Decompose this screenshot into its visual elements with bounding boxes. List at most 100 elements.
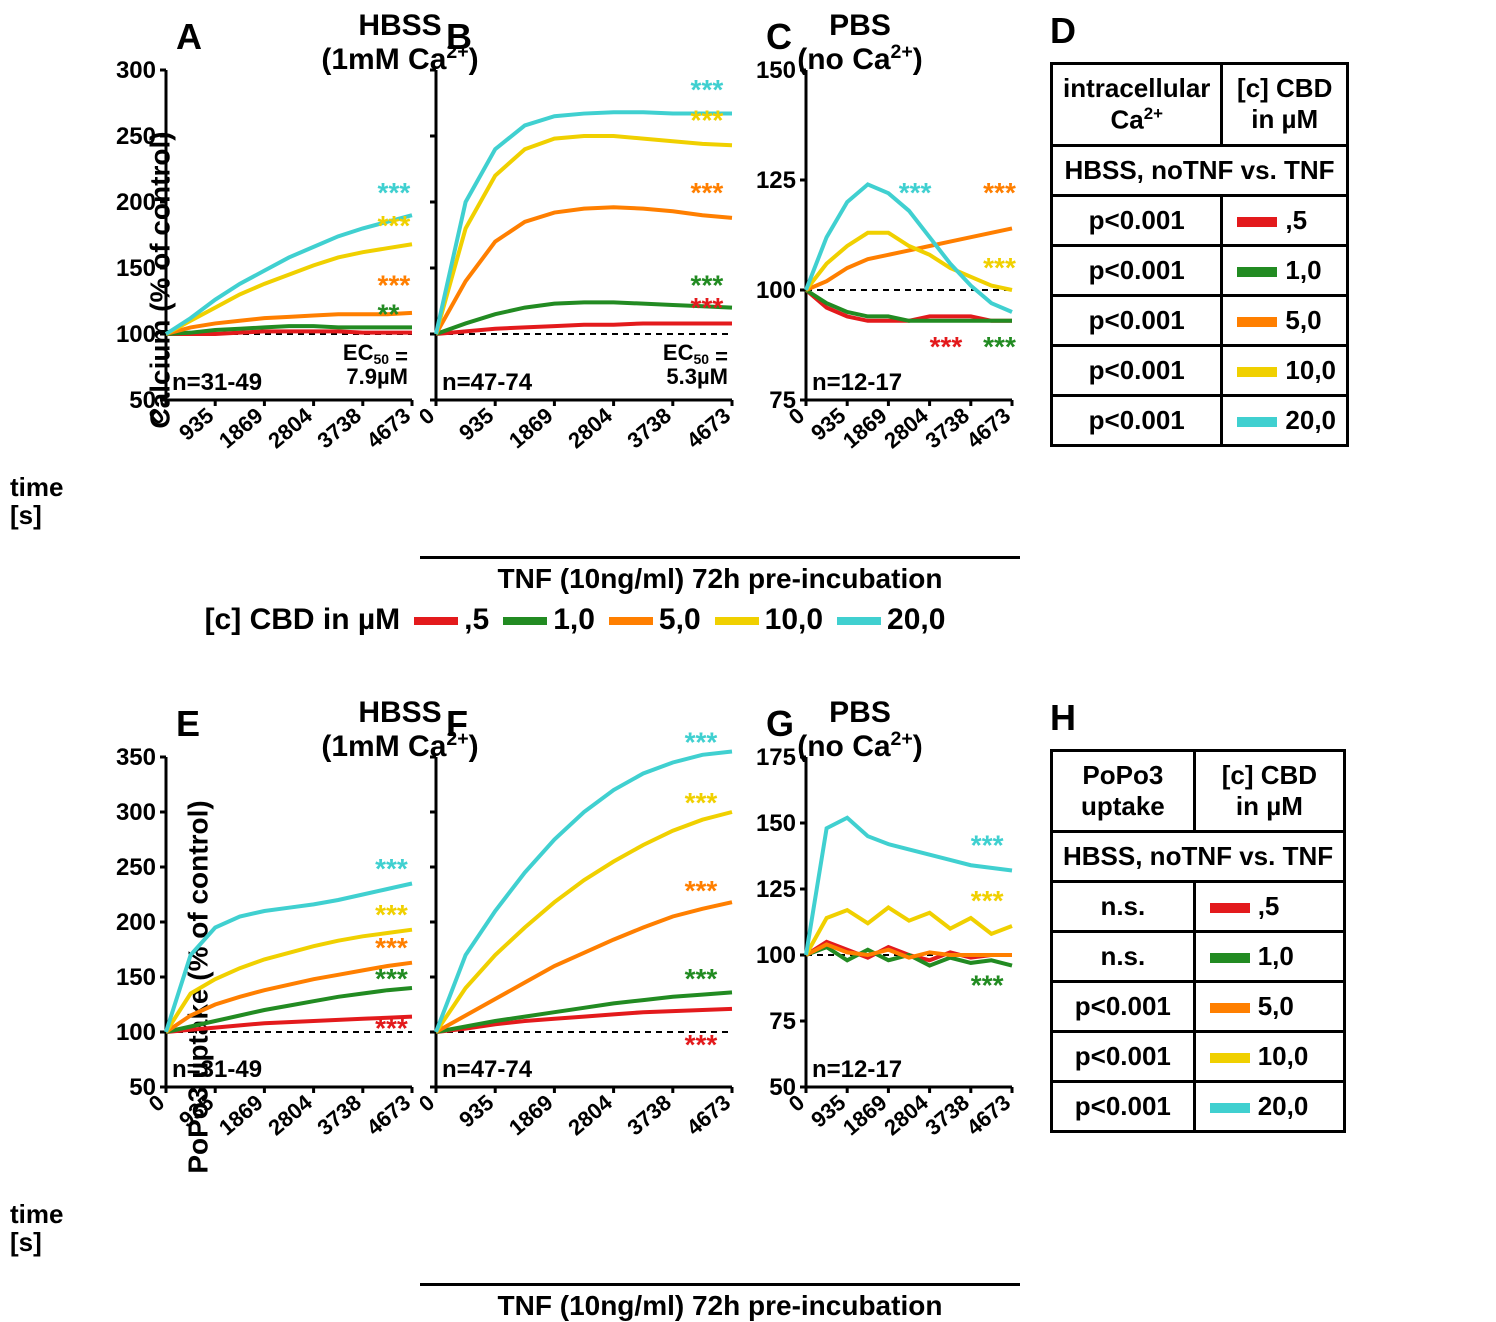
svg-text:2804: 2804 xyxy=(263,1089,317,1140)
panel-letter-C: C xyxy=(766,16,792,58)
svg-text:0: 0 xyxy=(144,1090,169,1117)
svg-text:3738: 3738 xyxy=(312,403,366,454)
svg-text:1869: 1869 xyxy=(838,403,892,454)
panel-letter-H: H xyxy=(1050,697,1346,739)
yaxis-wrap-row2: PoPo3 uptake (% of control) time [s] xyxy=(10,697,100,1277)
svg-text:2804: 2804 xyxy=(263,402,317,453)
svg-text:***: *** xyxy=(691,104,724,135)
panel-letter-G: G xyxy=(766,703,794,745)
time-label: time [s] xyxy=(10,472,63,531)
svg-text:***: *** xyxy=(899,177,932,208)
tnf-bar-row2-wrap: TNF (10ng/ml) 72h pre-incubation xyxy=(420,1283,1020,1322)
panel-G: G 507510012515017509351869280437384673**… xyxy=(740,697,1020,1277)
figure: Calcium (% of control) time [s] HBSS(1mM… xyxy=(10,10,1486,1248)
svg-text:3738: 3738 xyxy=(920,403,974,454)
svg-text:***: *** xyxy=(983,252,1016,283)
panel-B: B 09351869280437384673***************n=4… xyxy=(420,10,740,550)
svg-text:100: 100 xyxy=(756,277,796,304)
svg-text:125: 125 xyxy=(756,167,796,194)
row-popo3: PoPo3 uptake (% of control) time [s] HBS… xyxy=(10,697,1486,1277)
svg-text:935: 935 xyxy=(174,403,218,446)
svg-text:2804: 2804 xyxy=(563,1089,617,1140)
panel-letter-E: E xyxy=(176,703,200,745)
panel-letter-A: A xyxy=(176,16,202,58)
svg-text:1869: 1869 xyxy=(504,1090,558,1141)
table-D: intracellular Ca2+[c] CBD in µMHBSS, noT… xyxy=(1050,62,1349,447)
svg-text:***: *** xyxy=(378,177,411,208)
svg-text:250: 250 xyxy=(116,123,156,150)
svg-text:n=47-74: n=47-74 xyxy=(442,369,533,396)
panel-letter-B: B xyxy=(446,16,472,58)
tnf-label-row1: TNF (10ng/ml) 72h pre-incubation xyxy=(420,563,1020,595)
svg-text:***: *** xyxy=(691,74,724,105)
charts-row2: HBSS(1mM Ca2+) PBS(no Ca2+) E 5010015020… xyxy=(100,697,1020,1277)
svg-text:***: *** xyxy=(375,932,408,963)
panel-E: E 50100150200250300350093518692804373846… xyxy=(100,697,420,1277)
svg-text:100: 100 xyxy=(116,321,156,348)
svg-text:250: 250 xyxy=(116,854,156,881)
xaxis-label-row2: time [s] xyxy=(10,1200,63,1257)
svg-text:0: 0 xyxy=(420,1090,439,1117)
svg-text:150: 150 xyxy=(756,810,796,837)
svg-text:***: *** xyxy=(691,292,724,323)
panel-C: C 7510012515009351869280437384673*******… xyxy=(740,10,1020,550)
tnf-bar-row2 xyxy=(420,1283,1020,1286)
svg-text:***: *** xyxy=(971,885,1004,916)
svg-text:**: ** xyxy=(378,298,400,329)
svg-text:4673: 4673 xyxy=(962,403,1016,454)
panel-A: A 5010015020025030009351869280437384673*… xyxy=(100,10,420,550)
svg-text:150: 150 xyxy=(116,255,156,282)
svg-text:2804: 2804 xyxy=(879,1089,933,1140)
title-AB: HBSS(1mM Ca2+) xyxy=(250,10,550,75)
svg-text:300: 300 xyxy=(116,799,156,826)
svg-text:125: 125 xyxy=(756,876,796,903)
svg-text:100: 100 xyxy=(756,942,796,969)
svg-text:***: *** xyxy=(378,269,411,300)
svg-text:***: *** xyxy=(983,331,1016,362)
svg-text:***: *** xyxy=(375,963,408,994)
svg-text:100: 100 xyxy=(116,1019,156,1046)
svg-text:1869: 1869 xyxy=(214,403,268,454)
svg-text:1869: 1869 xyxy=(838,1090,892,1141)
title-EF: HBSS(1mM Ca2+) xyxy=(250,697,550,762)
svg-text:4673: 4673 xyxy=(682,1090,736,1141)
svg-text:n=12-17: n=12-17 xyxy=(812,369,902,396)
panel-letter-F: F xyxy=(446,703,468,745)
svg-text:***: *** xyxy=(378,210,411,241)
svg-text:200: 200 xyxy=(116,909,156,936)
svg-text:3738: 3738 xyxy=(312,1090,366,1141)
tnf-bar-row1 xyxy=(420,556,1020,559)
svg-text:***: *** xyxy=(971,970,1004,1001)
svg-text:0: 0 xyxy=(784,403,809,430)
svg-text:150: 150 xyxy=(116,964,156,991)
svg-text:935: 935 xyxy=(174,1090,218,1133)
svg-text:0: 0 xyxy=(784,1090,809,1117)
svg-text:***: *** xyxy=(685,963,718,994)
svg-text:7.9µM: 7.9µM xyxy=(346,364,408,389)
table-H: PoPo3 uptake[c] CBD in µMHBSS, noTNF vs.… xyxy=(1050,749,1346,1133)
svg-text:1869: 1869 xyxy=(214,1090,268,1141)
svg-text:n=47-74: n=47-74 xyxy=(442,1056,533,1083)
svg-text:1869: 1869 xyxy=(504,403,558,454)
panel-letter-D: D xyxy=(1050,10,1349,52)
svg-text:2804: 2804 xyxy=(879,402,933,453)
svg-text:75: 75 xyxy=(769,1008,796,1035)
svg-text:3738: 3738 xyxy=(920,1090,974,1141)
svg-text:***: *** xyxy=(685,875,718,906)
svg-text:***: *** xyxy=(685,1029,718,1060)
svg-text:0: 0 xyxy=(420,403,439,430)
time-label-2: time [s] xyxy=(10,1199,63,1258)
xaxis-label-row1: time [s] xyxy=(10,473,63,530)
svg-text:***: *** xyxy=(930,331,963,362)
svg-text:2804: 2804 xyxy=(563,402,617,453)
yaxis-wrap-row1: Calcium (% of control) time [s] xyxy=(10,10,100,550)
svg-text:4673: 4673 xyxy=(962,1090,1016,1141)
svg-text:4673: 4673 xyxy=(362,403,416,454)
svg-text:***: *** xyxy=(685,787,718,818)
charts-row1: HBSS(1mM Ca2+) PBS(no Ca2+) A 5010015020… xyxy=(100,10,1020,550)
svg-text:***: *** xyxy=(375,853,408,884)
svg-text:200: 200 xyxy=(116,189,156,216)
svg-text:***: *** xyxy=(971,830,1004,861)
svg-text:***: *** xyxy=(983,177,1016,208)
row-calcium: Calcium (% of control) time [s] HBSS(1mM… xyxy=(10,10,1486,550)
